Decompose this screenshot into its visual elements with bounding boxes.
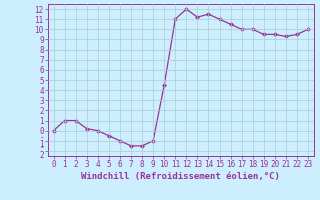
X-axis label: Windchill (Refroidissement éolien,°C): Windchill (Refroidissement éolien,°C) — [81, 172, 280, 181]
